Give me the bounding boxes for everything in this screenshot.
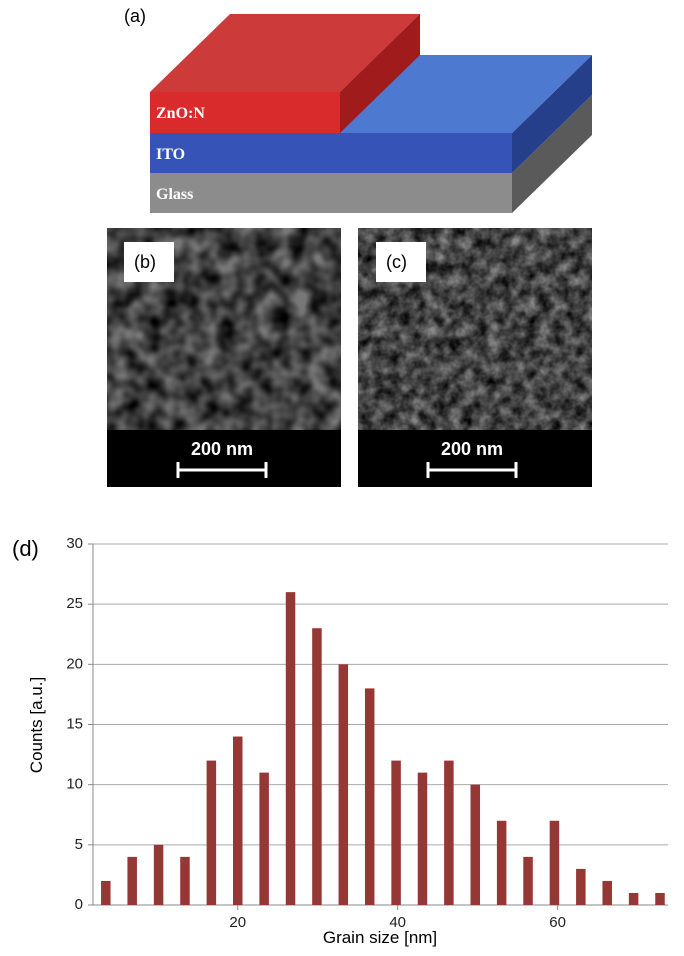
x-tick-label: 60 (549, 914, 566, 931)
bar (365, 688, 375, 905)
panel-label: (c) (386, 252, 407, 272)
y-tick-label: 0 (75, 896, 83, 913)
x-axis-label: Grain size [nm] (323, 928, 437, 947)
scale-bar-label: 200 nm (191, 439, 253, 459)
y-tick-label: 5 (75, 836, 83, 853)
bar (391, 761, 401, 905)
bar (523, 857, 533, 905)
bar (154, 845, 164, 905)
panel-label: (d) (12, 536, 39, 561)
bar (286, 592, 296, 905)
y-tick-label: 30 (66, 535, 83, 552)
x-tick-label: 40 (389, 914, 406, 931)
panel-label: (a) (124, 6, 146, 26)
layer-label: Glass (156, 186, 193, 203)
y-tick-label: 15 (66, 715, 83, 732)
bar (127, 857, 137, 905)
layer-label: ITO (156, 146, 185, 163)
y-axis-label: Counts [a.u.] (27, 677, 46, 773)
figure: (a) ZnO:N ITO Glass (b) 200 nm (c) 200 n… (0, 0, 684, 956)
bar (418, 773, 428, 905)
bar (233, 737, 243, 905)
bar (576, 869, 586, 905)
bar (550, 821, 560, 905)
y-tick-label: 10 (66, 776, 83, 793)
bar (312, 628, 322, 905)
bar (339, 664, 349, 905)
bar (180, 857, 190, 905)
bar (471, 785, 481, 905)
scale-bar-label: 200 nm (441, 439, 503, 459)
panel-label: (b) (134, 252, 156, 272)
bar (101, 881, 111, 905)
bar (497, 821, 507, 905)
layer-label: ZnO:N (156, 105, 205, 122)
bar (259, 773, 269, 905)
bar (207, 761, 217, 905)
bar (629, 893, 639, 905)
x-tick-label: 20 (229, 914, 246, 931)
bar (602, 881, 612, 905)
page: {"figure": { "panel_a": {"label": "(a)",… (0, 0, 684, 956)
y-tick-label: 25 (66, 595, 83, 612)
bar (655, 893, 665, 905)
layer-stack (150, 14, 592, 213)
bar (444, 761, 454, 905)
y-tick-label: 20 (66, 655, 83, 672)
